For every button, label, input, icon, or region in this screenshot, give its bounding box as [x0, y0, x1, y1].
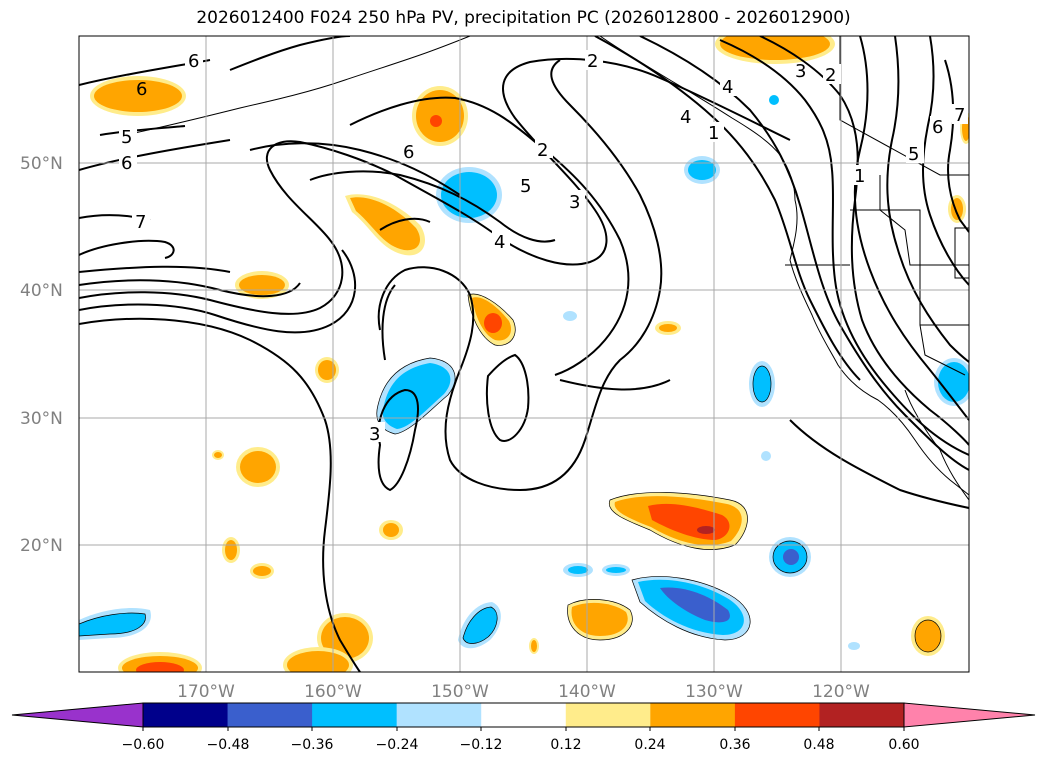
colorbar-segment	[481, 703, 567, 727]
colorbar: −0.60 −0.48 −0.36 −0.24 −0.12 0.12 0.24 …	[11, 702, 1036, 753]
cb-tick-label: −0.12	[460, 737, 503, 753]
pv-label-1-b: 1	[854, 166, 865, 187]
lon-label-120w: 120°W	[812, 682, 870, 702]
lat-label-20n: 20°N	[20, 536, 63, 556]
pv-label-5-b: 5	[520, 176, 531, 197]
colorbar-segment	[650, 703, 736, 727]
cb-tick-label: −0.36	[291, 737, 334, 753]
pv-label-6-a: 6	[188, 51, 199, 72]
pv-label-2-a: 2	[537, 140, 548, 161]
precip-positive-anomalies	[90, 36, 969, 672]
pv-label-6-b: 6	[136, 79, 147, 100]
latitude-labels: 50°N 40°N 30°N 20°N	[20, 154, 63, 556]
pv-label-4-c: 4	[680, 107, 691, 128]
cb-tick-label: 0.48	[803, 737, 834, 753]
cb-tick-label: −0.48	[207, 737, 250, 753]
lon-label-130w: 130°W	[685, 682, 743, 702]
pv-label-2-c: 2	[825, 65, 836, 86]
pv-label-4-b: 4	[722, 77, 733, 98]
lat-label-40n: 40°N	[20, 281, 63, 301]
pv-label-7-a: 7	[135, 212, 146, 233]
colorbar-segment	[143, 703, 229, 727]
cb-tick-label: 0.36	[719, 737, 750, 753]
colorbar-segment	[734, 703, 820, 727]
pv-label-6-c: 6	[121, 153, 132, 174]
lon-label-140w: 140°W	[558, 682, 616, 702]
cb-tick-label: 0.60	[888, 737, 919, 753]
pv-contour-labels: 6 6 5 6 7 6 2 5 3 4 2 4 1 4 3 2 1 5 6	[119, 50, 968, 445]
pv-label-3-b: 3	[795, 61, 806, 82]
colorbar-segment	[227, 703, 313, 727]
pv-label-5-c: 5	[908, 144, 919, 165]
colorbar-left-extension	[12, 703, 143, 727]
cb-tick-label: −0.60	[122, 737, 165, 753]
lon-label-160w: 160°W	[304, 682, 362, 702]
colorbar-ticks	[142, 727, 905, 731]
pv-label-2-b: 2	[587, 51, 598, 72]
lat-label-30n: 30°N	[20, 409, 63, 429]
pv-label-5-a: 5	[121, 127, 132, 148]
colorbar-tick-labels: −0.60 −0.48 −0.36 −0.24 −0.12 0.12 0.24 …	[122, 737, 920, 753]
longitude-labels: 170°W 160°W 150°W 140°W 130°W 120°W	[177, 682, 870, 702]
pv-label-7-b: 7	[954, 105, 965, 126]
colorbar-segment	[312, 703, 398, 727]
pv-label-1-a: 1	[708, 123, 719, 144]
colorbar-segment	[565, 703, 651, 727]
precip-negative-anomalies	[79, 95, 969, 650]
cb-tick-label: 0.24	[634, 737, 665, 753]
colorbar-segment	[819, 703, 905, 727]
map-frame	[78, 35, 970, 673]
gridlines	[79, 36, 969, 672]
pv-contours	[79, 36, 969, 672]
pv-label-3-a: 3	[569, 192, 580, 213]
map-background	[79, 36, 969, 672]
cb-tick-label: −0.24	[376, 737, 419, 753]
lon-label-170w: 170°W	[177, 682, 235, 702]
pv-label-3-c: 3	[369, 424, 380, 445]
lon-label-150w: 150°W	[431, 682, 489, 702]
pv-label-6-e: 6	[932, 117, 943, 138]
cb-tick-label: 0.12	[550, 737, 581, 753]
colorbar-segment	[396, 703, 482, 727]
map-title: 2026012400 F024 250 hPa PV, precipitatio…	[196, 8, 851, 28]
pv-label-4-a: 4	[494, 232, 505, 253]
precip-outlines	[79, 293, 942, 653]
colorbar-frame	[142, 702, 905, 728]
lat-label-50n: 50°N	[20, 154, 63, 174]
pv-label-6-d: 6	[403, 142, 414, 163]
colorbar-right-extension	[904, 703, 1035, 727]
